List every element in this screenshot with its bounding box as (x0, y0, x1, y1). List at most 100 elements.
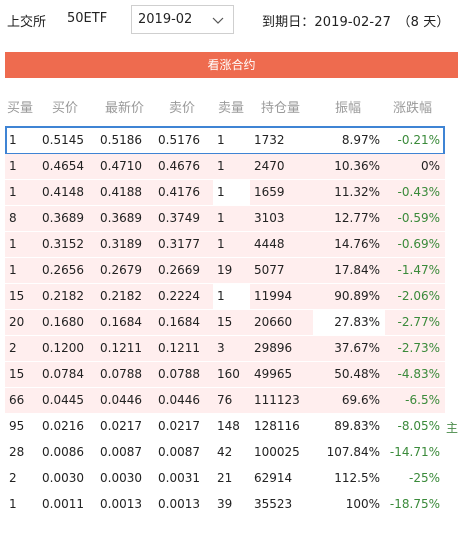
bid-qty-cell: 20 (9, 315, 25, 329)
col-amplitude[interactable]: 振幅 (335, 101, 362, 116)
table-row[interactable]: 2 0.1200 0.1211 0.1211 3 29896 37.67% -2.73% (0, 334, 459, 363)
change-cell: -25% (408, 471, 440, 485)
change-cell: -0.21% (397, 133, 440, 147)
last-cell: 0.0788 (100, 367, 142, 381)
open-interest-cell: 5077 (254, 263, 285, 277)
amplitude-cell: 11.32% (334, 185, 380, 199)
table-row[interactable]: 1 0.3152 0.3189 0.3177 1 4448 14.76% -0.69% (0, 230, 459, 259)
ask-cell: 0.0087 (158, 445, 200, 459)
open-interest-cell: 2470 (254, 159, 285, 173)
table-row[interactable]: 1 0.4654 0.4710 0.4676 1 2470 10.36% 0% (0, 152, 459, 181)
expiry-month-value: 2019-02 (138, 12, 193, 27)
open-interest-cell: 62914 (254, 471, 293, 485)
ask-qty-cell: 1 (217, 237, 225, 251)
amplitude-cell: 90.89% (334, 289, 380, 303)
amplitude-cell: 10.36% (334, 159, 380, 173)
bid-cell: 0.1680 (42, 315, 84, 329)
table-row[interactable]: 15 0.0784 0.0788 0.0788 160 49965 50.48% -4.83% (0, 360, 459, 389)
ask-qty-cell-highlight (213, 180, 250, 205)
ask-qty-cell: 76 (217, 393, 233, 407)
ask-qty-cell: 1 (217, 159, 225, 173)
change-cell: -0.59% (397, 211, 440, 225)
last-cell: 0.0013 (100, 497, 142, 511)
row-background (5, 206, 445, 231)
table-row[interactable]: 15 0.2182 0.2182 0.2224 1 11994 90.89% -2.06% (0, 282, 459, 311)
bid-qty-cell: 28 (9, 445, 25, 459)
underlying-symbol: 50ETF (67, 11, 108, 26)
bid-qty-cell: 2 (9, 471, 17, 485)
change-cell: -2.73% (397, 341, 440, 355)
ask-qty-cell: 1 (217, 133, 225, 147)
bid-qty-cell: 95 (9, 419, 25, 433)
last-cell: 0.4710 (100, 159, 142, 173)
ask-qty-cell: 1 (217, 289, 225, 303)
bid-cell: 0.2656 (42, 263, 84, 277)
bid-cell: 0.0784 (42, 367, 84, 381)
table-row[interactable]: 2 0.0030 0.0030 0.0031 21 62914 112.5% -25% (0, 464, 459, 493)
ask-qty-cell: 148 (217, 419, 240, 433)
last-cell: 0.1684 (100, 315, 142, 329)
col-bid-qty[interactable]: 买量 (7, 101, 34, 116)
table-row[interactable]: 1 0.2656 0.2679 0.2669 19 5077 17.84% -1.47% (0, 256, 459, 285)
open-interest-cell: 111123 (254, 393, 300, 407)
amplitude-cell: 69.6% (341, 393, 380, 407)
last-cell: 0.0217 (100, 419, 142, 433)
row-background (5, 258, 445, 283)
col-ask[interactable]: 卖价 (169, 101, 196, 116)
ask-cell: 0.5176 (158, 133, 200, 147)
last-cell: 0.0030 (100, 471, 142, 485)
col-change[interactable]: 涨跌幅 (393, 101, 433, 116)
bid-cell: 0.2182 (42, 289, 84, 303)
change-cell: -1.47% (397, 263, 440, 277)
amplitude-cell: 100% (345, 497, 380, 511)
bid-cell: 0.3152 (42, 237, 84, 251)
table-row[interactable]: 1 0.5145 0.5186 0.5176 1 1732 8.97% -0.21% (0, 126, 459, 155)
change-cell: -0.43% (397, 185, 440, 199)
ask-cell: 0.0031 (158, 471, 200, 485)
col-open-interest[interactable]: 持仓量 (261, 101, 301, 116)
table-row[interactable]: 1 0.4148 0.4188 0.4176 1 1659 11.32% -0.43% (0, 178, 459, 207)
chevron-down-icon (212, 17, 224, 24)
amplitude-cell: 8.97% (341, 133, 380, 147)
col-ask-qty[interactable]: 卖量 (218, 101, 245, 116)
amplitude-cell: 27.83% (334, 315, 380, 329)
expiry-month-select[interactable]: 2019-02 (131, 5, 234, 34)
row-background (5, 388, 445, 413)
bid-qty-cell: 15 (9, 367, 25, 381)
change-cell: -18.75% (389, 497, 440, 511)
bid-qty-cell: 15 (9, 289, 25, 303)
table-row[interactable]: 20 0.1680 0.1684 0.1684 15 20660 27.83% -2.77% (0, 308, 459, 337)
col-last[interactable]: 最新价 (105, 101, 145, 116)
col-bid[interactable]: 买价 (52, 101, 79, 116)
table-row[interactable]: 28 0.0086 0.0087 0.0087 42 100025 107.84% -14.7… (0, 438, 459, 467)
bid-cell: 0.0011 (42, 497, 84, 511)
call-contracts-banner[interactable]: 看涨合约 (5, 52, 458, 78)
bid-cell: 0.1200 (42, 341, 84, 355)
bid-cell: 0.5145 (42, 133, 84, 147)
bid-qty-cell: 66 (9, 393, 25, 407)
table-row[interactable]: 1 0.0011 0.0013 0.0013 39 35523 100% -18.75% (0, 490, 459, 519)
last-cell: 0.2679 (100, 263, 142, 277)
change-cell: 0% (420, 159, 440, 173)
open-interest-cell: 29896 (254, 341, 293, 355)
bid-cell: 0.0086 (42, 445, 84, 459)
bid-qty-cell: 2 (9, 341, 17, 355)
amplitude-cell: 50.48% (334, 367, 380, 381)
expiry-date-label: 到期日：2019-02-27 （8 天） (262, 15, 450, 30)
amplitude-cell: 37.67% (334, 341, 380, 355)
open-interest-cell: 49965 (254, 367, 293, 381)
ask-cell: 0.0217 (158, 419, 200, 433)
table-row[interactable]: 8 0.3689 0.3689 0.3749 1 3103 12.77% -0.59% (0, 204, 459, 233)
ask-qty-cell: 160 (217, 367, 240, 381)
open-interest-cell: 3103 (254, 211, 285, 225)
ask-cell: 0.1684 (158, 315, 200, 329)
bid-qty-cell: 8 (9, 211, 17, 225)
table-row[interactable]: 95 0.0216 0.0217 0.0217 148 128116 89.83% -8.05… (0, 412, 459, 441)
table-row[interactable]: 66 0.0445 0.0446 0.0446 76 111123 69.6% -6.5% (0, 386, 459, 415)
main-contract-marker: 主 (446, 421, 459, 435)
ask-cell: 0.3749 (158, 211, 200, 225)
last-cell: 0.2182 (100, 289, 142, 303)
ask-cell: 0.4176 (158, 185, 200, 199)
open-interest-cell: 4448 (254, 237, 285, 251)
change-cell: -0.69% (397, 237, 440, 251)
